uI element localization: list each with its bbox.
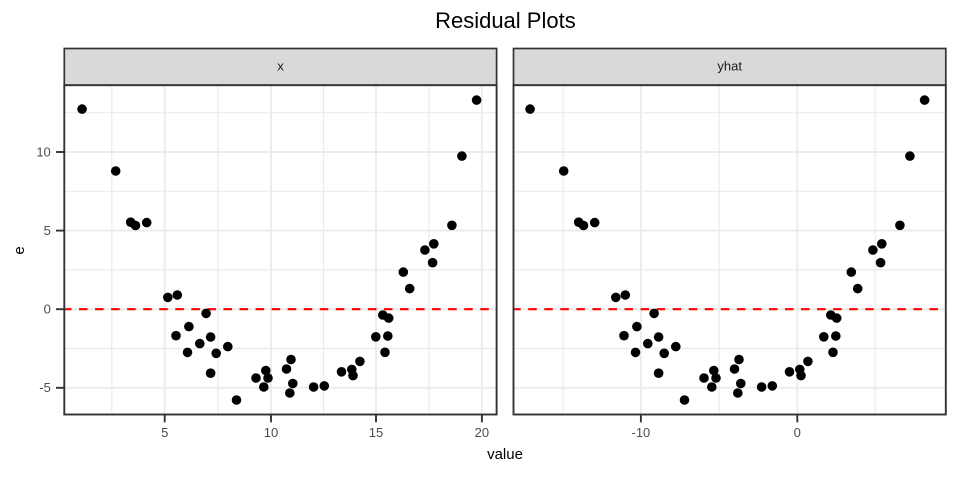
svg-text:0: 0 (794, 425, 801, 440)
svg-text:20: 20 (475, 425, 489, 440)
svg-text:0: 0 (44, 302, 51, 317)
svg-text:Residual Plots: Residual Plots (435, 8, 576, 33)
svg-text:x: x (277, 58, 284, 73)
svg-text:5: 5 (44, 223, 51, 238)
svg-text:value: value (487, 446, 523, 463)
svg-text:15: 15 (369, 425, 383, 440)
svg-text:5: 5 (161, 425, 168, 440)
svg-text:10: 10 (264, 425, 278, 440)
svg-text:-5: -5 (39, 380, 51, 395)
svg-text:yhat: yhat (717, 58, 742, 73)
svg-text:10: 10 (36, 144, 50, 159)
svg-text:-10: -10 (632, 425, 651, 440)
svg-text:e: e (11, 246, 28, 254)
